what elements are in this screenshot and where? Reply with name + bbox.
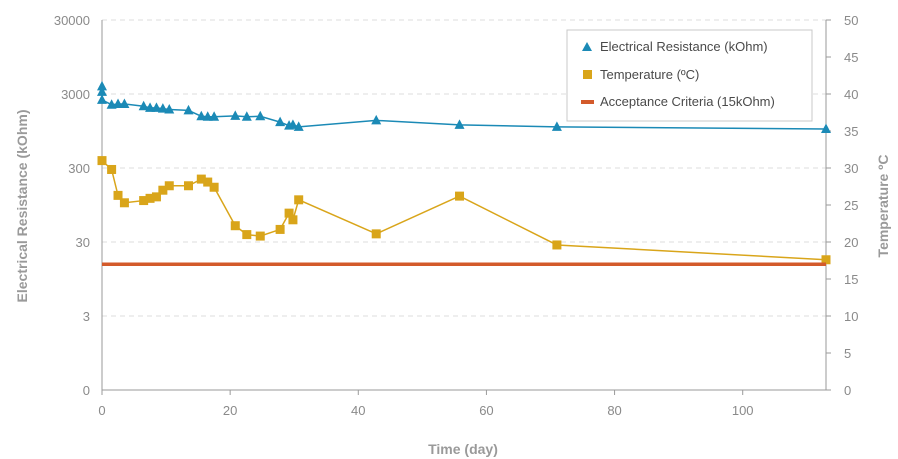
right-tick-label: 50 [844, 13, 858, 28]
data-point-square [139, 196, 149, 206]
right-tick-label: 40 [844, 87, 858, 102]
data-point-triangle [241, 111, 252, 121]
data-point-triangle [145, 102, 156, 112]
x-tick-label: 100 [732, 403, 754, 418]
data-point-square [196, 174, 206, 184]
data-point-triangle [454, 119, 465, 129]
data-point-triangle [287, 119, 298, 129]
left-tick-label: 3000 [61, 87, 90, 102]
right-tick-label: 5 [844, 346, 851, 361]
data-point-triangle [183, 104, 194, 115]
data-point-square [158, 185, 168, 195]
data-point-triangle [119, 98, 130, 108]
data-point-square [371, 229, 381, 239]
data-point-triangle [202, 111, 213, 121]
data-point-triangle [255, 110, 266, 121]
left-tick-label: 0 [83, 383, 90, 398]
series-1 [97, 156, 831, 265]
data-point-square [203, 177, 213, 187]
data-point-triangle [293, 121, 304, 131]
data-point-triangle [230, 110, 241, 120]
legend-label: Temperature (ºC) [600, 67, 699, 82]
data-point-triangle [371, 114, 382, 125]
x-tick-label: 20 [223, 403, 237, 418]
legend-label: Electrical Resistance (kOhm) [600, 39, 768, 54]
data-point-square [119, 198, 129, 208]
data-point-square [183, 181, 193, 191]
data-point-square [164, 181, 174, 191]
left-axis-tick-labels: 0 3 30 300 3000 30000 [54, 13, 90, 398]
right-axis-title: Temperature ºC [875, 155, 891, 258]
data-point-square [151, 192, 161, 202]
x-tick-label: 60 [479, 403, 493, 418]
data-point-square [455, 191, 465, 201]
legend: Electrical Resistance (kOhm) Temperature… [566, 29, 813, 122]
left-tick-label: 3 [83, 309, 90, 324]
right-tick-label: 35 [844, 124, 858, 139]
x-axis-title: Time (day) [428, 441, 498, 457]
x-axis-tick-labels: 0 20 40 60 80 100 [98, 403, 753, 418]
legend-triangle-marker [582, 42, 592, 51]
data-point-triangle [97, 80, 107, 91]
x-tick-label: 0 [98, 403, 105, 418]
data-point-triangle [551, 121, 562, 131]
data-point-triangle [196, 110, 207, 121]
legend-square-marker [583, 70, 592, 79]
series-layer [97, 80, 831, 267]
right-tick-label: 10 [844, 309, 858, 324]
data-point-triangle [821, 123, 831, 133]
data-point-square [230, 221, 240, 231]
x-tick-label: 80 [607, 403, 621, 418]
data-point-square [113, 190, 123, 200]
right-tick-label: 25 [844, 198, 858, 213]
legend-item-temperature: Temperature (ºC) [583, 67, 699, 82]
legend-label: Acceptance Criteria (15kOhm) [600, 94, 775, 109]
legend-item-acceptance: Acceptance Criteria (15kOhm) [581, 94, 775, 109]
data-point-triangle [151, 102, 162, 112]
left-axis-title: Electrical Resistance (kOhm) [14, 110, 30, 303]
data-point-triangle [97, 86, 107, 96]
legend-item-resistance: Electrical Resistance (kOhm) [582, 39, 768, 54]
data-point-square [97, 156, 107, 166]
left-tick-label: 30 [76, 235, 90, 250]
data-point-triangle [138, 100, 149, 111]
series-line [101, 160, 827, 261]
data-point-square [255, 231, 265, 241]
right-axis-tick-labels: 0 5 10 15 20 25 30 35 40 45 50 [844, 13, 858, 398]
right-tick-label: 30 [844, 161, 858, 176]
data-point-triangle [209, 111, 220, 121]
data-point-square [242, 230, 252, 240]
data-point-triangle [157, 103, 168, 113]
data-point-square [107, 164, 117, 174]
data-point-triangle [113, 98, 124, 108]
data-point-square [552, 240, 562, 250]
legend-box [566, 29, 813, 122]
data-point-triangle [275, 116, 286, 127]
right-tick-label: 20 [844, 235, 858, 250]
left-tick-label: 30000 [54, 13, 90, 28]
data-point-square [294, 195, 304, 205]
data-point-square [284, 208, 294, 218]
right-tick-label: 15 [844, 272, 858, 287]
data-point-square [821, 255, 831, 265]
right-tick-label: 45 [844, 50, 858, 65]
left-tick-label: 300 [68, 161, 90, 176]
data-point-triangle [97, 94, 107, 104]
data-point-square [145, 193, 155, 203]
data-point-square [209, 182, 219, 192]
series-0 [97, 80, 831, 133]
x-tick-label: 40 [351, 403, 365, 418]
data-point-triangle [164, 104, 175, 114]
right-tick-label: 0 [844, 383, 851, 398]
data-point-square [275, 224, 285, 234]
data-point-square [288, 215, 298, 225]
